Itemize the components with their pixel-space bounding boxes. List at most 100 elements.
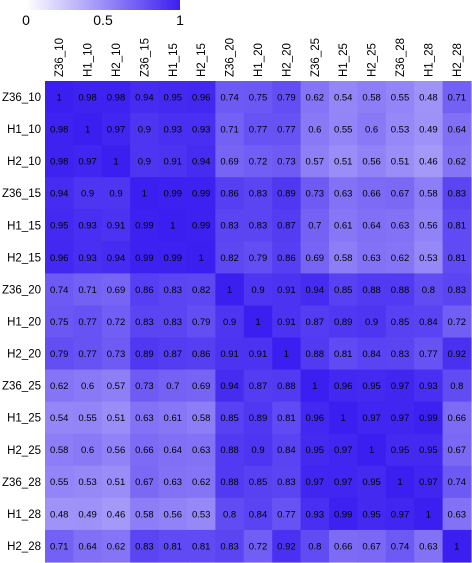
heatmap-cell (329, 497, 358, 531)
cell-value-label: 1 (170, 221, 175, 232)
heatmap-cell (243, 113, 273, 146)
column-label: H1_20 (253, 43, 265, 77)
heatmap-cell (300, 145, 330, 178)
cell-value-label: 0.86 (220, 189, 239, 200)
cell-value-label: 0.81 (164, 541, 183, 552)
cell-value-label: 0.79 (50, 349, 69, 360)
heatmap-cell (357, 145, 387, 178)
cell-value-label: 0.98 (107, 92, 126, 103)
cell-value-label: 0.83 (164, 317, 183, 328)
row-labels: Z36_10 H1_10 H2_10 Z36_15 H1_15 H2_15 Z36_20 H1… (2, 92, 41, 553)
cell-value-label: 0.8 (223, 509, 236, 520)
cell-value-label: 0.66 (135, 445, 154, 456)
cell-value-label: 0.94 (135, 92, 154, 103)
heatmap-cell (101, 497, 131, 531)
cell-value-label: 0.54 (334, 92, 353, 103)
cell-value-label: 0.55 (50, 477, 69, 488)
heatmap-cell (357, 433, 387, 467)
heatmap-cell (45, 401, 74, 435)
cell-value-label: 0.53 (391, 125, 410, 136)
heatmap-cell (130, 529, 160, 563)
heatmap-cell (158, 369, 188, 403)
cell-value-label: 0.62 (107, 541, 126, 552)
heatmap-cell (414, 241, 444, 274)
cell-value-label: 0.9 (109, 189, 122, 200)
heatmap-cell (442, 497, 472, 531)
heatmap-cell (45, 369, 74, 403)
heatmap-cell (300, 433, 330, 467)
heatmap-cell (215, 177, 245, 210)
cell-value-label: 0.67 (448, 445, 467, 456)
heatmap-cell (300, 209, 330, 242)
heatmap-cell (385, 529, 415, 563)
heatmap-cell (73, 433, 103, 467)
heatmap-cell (73, 337, 103, 371)
heatmap-cell (272, 497, 302, 531)
column-label: Z36_25 (310, 38, 322, 77)
cell-value-label: 0.88 (220, 477, 239, 488)
cell-value-label: 0.64 (78, 541, 97, 552)
cell-value-label: 0.74 (50, 285, 69, 296)
cell-value-label: 0.96 (192, 92, 211, 103)
heatmap-cell (385, 81, 415, 114)
heatmap-cell (414, 401, 444, 435)
heatmap-cell (73, 145, 103, 178)
row-label: H1_15 (7, 220, 41, 232)
cell-value-label: 0.83 (277, 477, 296, 488)
heatmap-cell (243, 433, 273, 467)
heatmap-cell (414, 81, 444, 114)
heatmap-cell (414, 497, 444, 531)
cell-value-label: 0.56 (164, 509, 183, 520)
cell-value-label: 0.87 (306, 317, 325, 328)
heatmap-cell (243, 337, 273, 371)
heatmap-cell (158, 113, 188, 146)
heatmap-cell (272, 465, 302, 499)
heatmap-cell (130, 241, 160, 274)
cell-value-label: 0.96 (50, 253, 69, 264)
cell-value-label: 1 (227, 285, 232, 296)
column-label: Z36_15 (139, 38, 151, 77)
heatmap-cell (300, 273, 330, 307)
cell-value-label: 0.46 (107, 509, 126, 520)
heatmap-cell (215, 401, 245, 435)
cell-value-label: 0.63 (334, 189, 353, 200)
heatmap-cell (414, 529, 444, 563)
heatmap-cell (385, 497, 415, 531)
cell-value-label: 0.71 (78, 285, 97, 296)
heatmap-cell (158, 433, 188, 467)
heatmap-cell (442, 177, 472, 210)
heatmap-cell (442, 113, 472, 146)
cell-value-label: 0.63 (192, 445, 211, 456)
cell-value-label: 0.64 (448, 125, 467, 136)
heatmap-cell (130, 209, 160, 242)
heatmap-cell (130, 433, 160, 467)
heatmap-cell (187, 529, 216, 563)
heatmap-cell (329, 145, 358, 178)
heatmap-cell (73, 113, 103, 146)
heatmap-cell (45, 337, 74, 371)
heatmap-cell (243, 529, 273, 563)
cell-value-label: 0.55 (334, 125, 353, 136)
cell-value-label: 0.81 (448, 253, 467, 264)
cell-value-label: 0.74 (391, 541, 410, 552)
heatmap-cell (414, 177, 444, 210)
cell-value-label: 0.88 (391, 285, 410, 296)
cell-value-label: 0.87 (164, 349, 183, 360)
heatmap-cell (130, 177, 160, 210)
heatmap-cell (329, 273, 358, 307)
heatmap-cell (187, 337, 216, 371)
heatmap-cell (158, 401, 188, 435)
cell-value-label: 0.64 (362, 221, 381, 232)
heatmap-cell (45, 497, 74, 531)
cell-value-label: 0.88 (306, 349, 325, 360)
row-label: H2_10 (7, 156, 41, 168)
cell-value-label: 0.61 (334, 221, 353, 232)
cell-value-label: 1 (199, 253, 204, 264)
row-label: Z36_28 (2, 477, 41, 489)
column-label: H2_15 (196, 43, 208, 77)
heatmap-cell (101, 145, 131, 178)
cell-value-label: 0.98 (78, 92, 97, 103)
heatmap-cell (357, 241, 387, 274)
cell-value-label: 0.93 (192, 125, 211, 136)
heatmap-cell (187, 433, 216, 467)
